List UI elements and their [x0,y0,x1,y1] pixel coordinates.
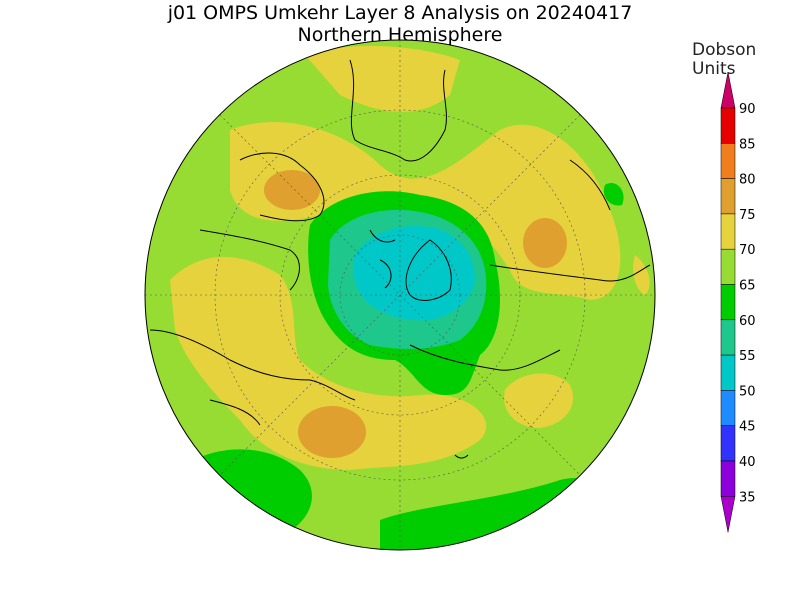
colorbar-swatch [720,143,736,179]
colorbar-swatch [720,460,736,497]
ozone-field [145,40,655,550]
colorbar-tick-label: 70 [739,243,756,258]
colorbar-swatch [720,213,736,250]
field-75-80-blob1 [264,170,320,210]
colorbar-swatch [720,354,736,391]
colorbar-tick-label: 55 [739,349,756,364]
field-70-75-edge [633,255,650,295]
colorbar-tick-label: 50 [739,384,756,399]
map-boundary [144,39,656,551]
graticule [145,40,655,550]
colorbar-swatch [720,425,736,462]
colorbar-tick-label: 90 [739,102,756,117]
field-70-75-top [305,45,460,112]
field-70-75-westband [170,256,487,470]
colorbar-tick-label: 40 [739,455,756,470]
colorbar-swatch [720,319,736,356]
colorbar-tick-label: 75 [739,208,756,223]
units-label-line2: Units [692,59,736,79]
colorbar-bottom-arrow [720,496,736,533]
field-75-80-blob3 [298,406,366,458]
field-60-65-southwest [173,449,312,545]
colorbar-tick-label: 35 [739,490,756,505]
title-block: j01 OMPS Umkehr Layer 8 Analysis on 2024… [0,2,800,46]
coastlines [149,59,651,459]
field-70-75-northband [230,122,621,300]
units-label-line1: Dobson [692,40,757,60]
colorbar-swatch [720,178,736,215]
field-60-65-small [603,182,624,206]
field-70-75-east [504,373,574,428]
colorbar-swatch [720,107,736,144]
colorbar-tick-label: 60 [739,314,756,329]
colorbar-tick-label: 45 [739,420,756,435]
map-subtitle: Northern Hemisphere [297,24,503,46]
field-50-55 [353,226,475,321]
colorbar-swatch [720,390,736,426]
colorbar-tick-label: 85 [739,137,756,152]
field-75-80-blob2 [523,218,567,268]
colorbar-swatch [720,284,736,321]
colorbar-top-arrow [720,71,736,109]
colorbar: 90 85 80 75 70 65 60 55 50 45 40 35 [720,71,756,533]
colorbar-tick-label: 65 [739,279,756,294]
map-title: j01 OMPS Umkehr Layer 8 Analysis on 2024… [167,2,633,24]
colorbar-swatch [720,248,736,285]
colorbar-tick-label: 80 [739,173,756,188]
